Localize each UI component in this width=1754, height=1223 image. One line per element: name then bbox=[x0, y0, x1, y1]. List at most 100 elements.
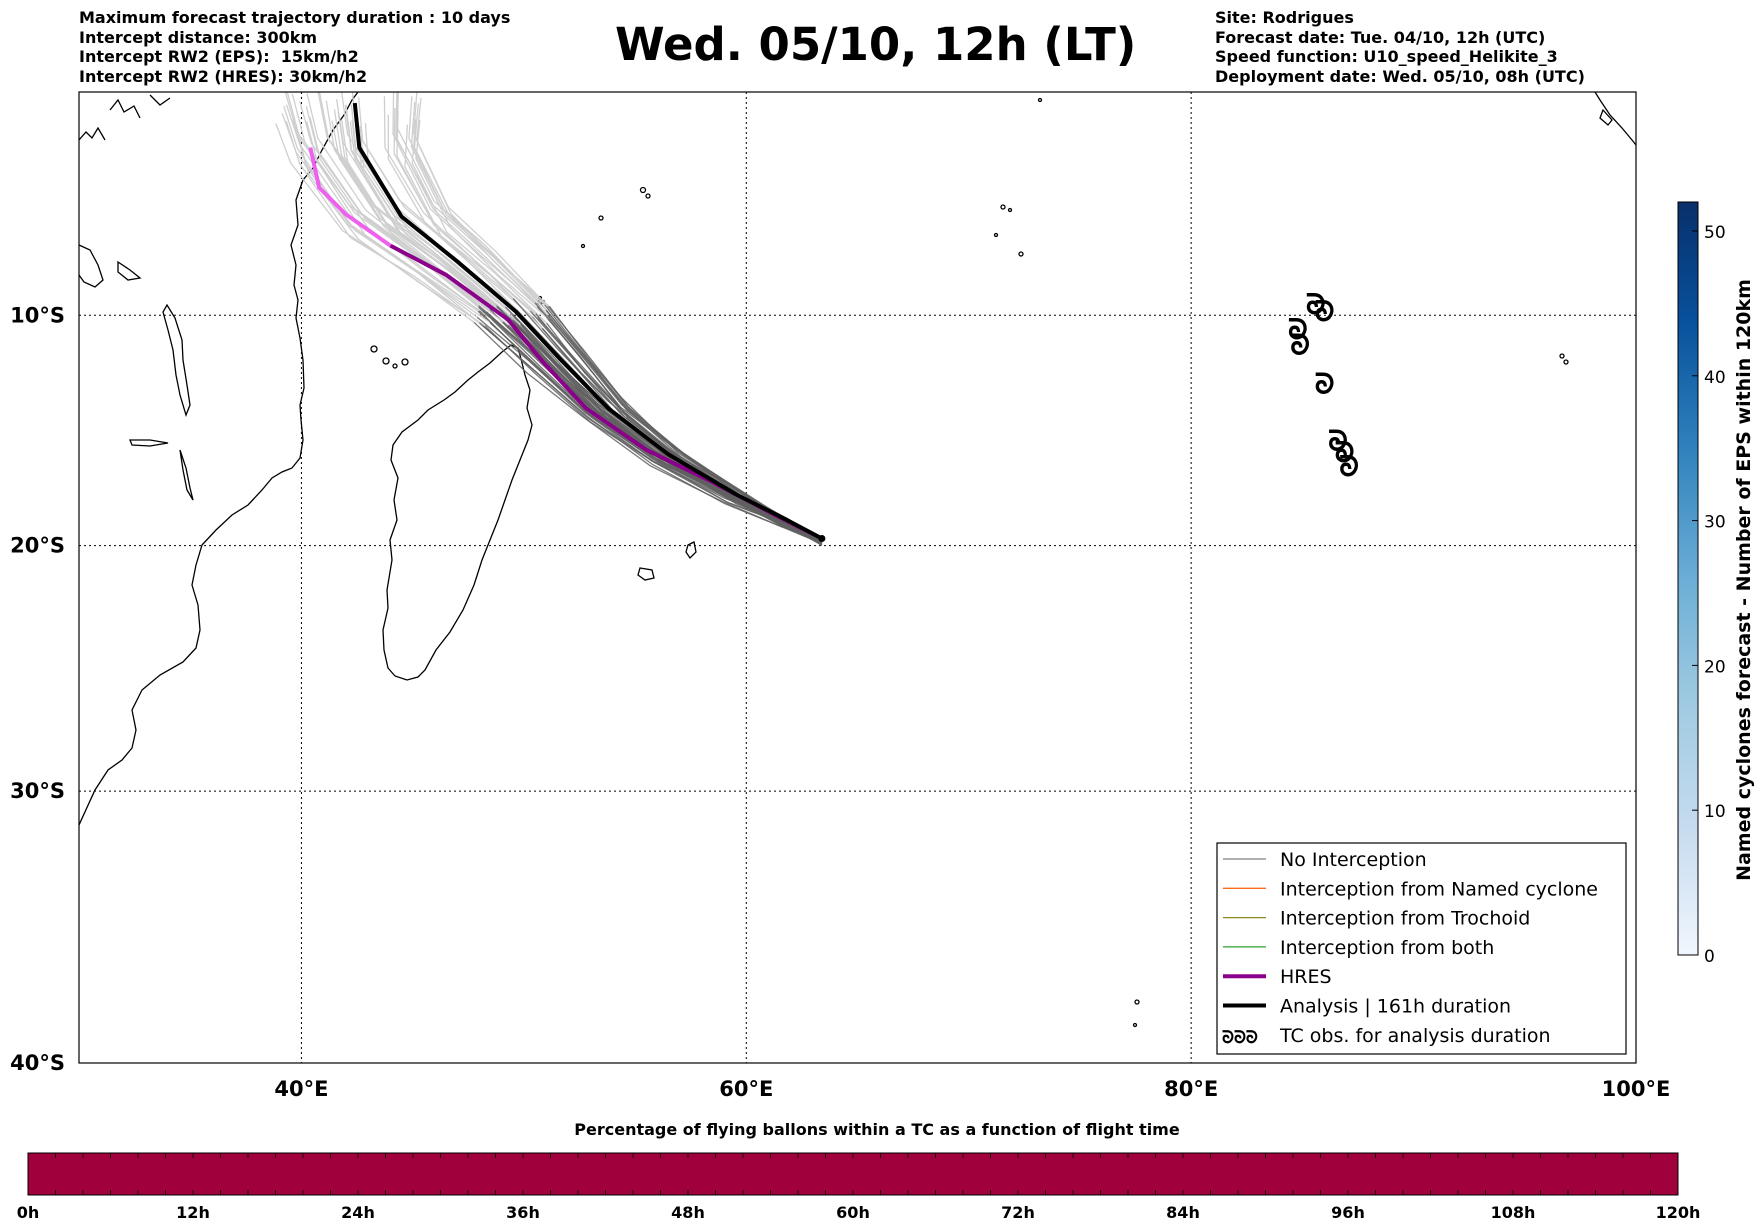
map-frame bbox=[78, 91, 1637, 1064]
colorbar-label: Named cyclones forecast - Number of EPS … bbox=[1733, 279, 1754, 881]
colorbar-tick-label: 30 bbox=[1704, 513, 1726, 533]
legend: No Interception Interception from Named c… bbox=[1216, 842, 1627, 1055]
eps-trajectory bbox=[519, 324, 823, 542]
time-colorbar-title: Percentage of flying ballons within a TC… bbox=[574, 1120, 1180, 1139]
eps-trajectory bbox=[502, 321, 823, 544]
eps-trajectory-late bbox=[351, 119, 514, 325]
colorbar-tick-label: 0 bbox=[1704, 947, 1715, 967]
madagascar-coastline bbox=[382, 344, 533, 681]
lat-tick-label: 30°S bbox=[10, 779, 65, 803]
eps-trajectory-late bbox=[318, 92, 498, 307]
eps-trajectory-late bbox=[331, 120, 504, 323]
legend-label: Analysis | 161h duration bbox=[1280, 996, 1511, 1018]
reunion bbox=[637, 567, 655, 581]
hres-trajectory-late bbox=[308, 147, 392, 248]
africa-coastline bbox=[79, 92, 359, 826]
lat-tick-label: 10°S bbox=[10, 303, 65, 327]
eps-trajectory-late bbox=[285, 121, 480, 324]
param-line: Intercept distance: 300km bbox=[79, 27, 318, 47]
speed-function-line: Speed function: U10_speed_Helikite_3 bbox=[1215, 47, 1558, 66]
tc-observation-symbol: ᘐ bbox=[1315, 295, 1335, 328]
tc-observation-symbol: ᘐ bbox=[1306, 288, 1326, 321]
deployment-date-line: Deployment date: Wed. 05/10, 08h (UTC) bbox=[1215, 66, 1585, 86]
eps-trajectory-late bbox=[396, 92, 539, 301]
legend-label: HRES bbox=[1280, 966, 1332, 988]
eps-trajectory bbox=[515, 322, 823, 541]
param-line: Intercept RW2 (HRES): 30km/h2 bbox=[79, 66, 368, 86]
eps-trajectory bbox=[509, 316, 823, 540]
lon-tick-label: 60°E bbox=[719, 1077, 773, 1101]
eps-trajectory-late bbox=[350, 104, 514, 316]
tc-observation-symbol: ᘐ bbox=[1335, 436, 1355, 469]
param-line: Intercept RW2 (EPS): 15km/h2 bbox=[79, 47, 359, 66]
axis-labels: 40°E 60°E 80°E 100°E 10°S 20°S 30°S 40°S bbox=[10, 303, 1670, 1101]
eps-trajectory-late bbox=[392, 92, 536, 304]
tc-observation-symbol: ᘐ bbox=[1290, 329, 1310, 362]
eps-trajectory bbox=[505, 306, 823, 545]
gridlines bbox=[79, 92, 1636, 1063]
legend-tc-symbols: ᘐᘐᘐ bbox=[1222, 1028, 1258, 1048]
colorbar-tick-label: 20 bbox=[1704, 657, 1726, 677]
eps-trajectory bbox=[534, 302, 823, 543]
colorbar-tick-label: 10 bbox=[1704, 802, 1726, 822]
lon-tick-label: 80°E bbox=[1164, 1077, 1218, 1101]
eps-trajectory-late bbox=[364, 122, 521, 325]
eps-trajectory-late bbox=[305, 120, 491, 324]
tc-observation-symbol: ᘐ bbox=[1315, 367, 1335, 400]
eps-trajectory-late bbox=[357, 97, 518, 311]
eps-trajectory-late bbox=[395, 93, 538, 308]
eps-trajectory bbox=[547, 314, 823, 544]
lake-tanganyika bbox=[162, 303, 191, 417]
eps-trajectory-late bbox=[286, 92, 480, 307]
eps-trajectory bbox=[537, 299, 823, 546]
legend-label: No Interception bbox=[1280, 849, 1427, 871]
map-title: Wed. 05/10, 12h (LT) bbox=[615, 18, 1137, 71]
eps-trajectory-late bbox=[291, 93, 483, 311]
tc-observation-symbol: ᘐ bbox=[1328, 425, 1348, 458]
forecast-date-line: Forecast date: Tue. 04/10, 12h (UTC) bbox=[1215, 27, 1546, 47]
eps-trajectory bbox=[541, 327, 823, 542]
lake-malawi bbox=[179, 449, 194, 501]
eps-trajectory bbox=[517, 325, 823, 545]
coastlines bbox=[79, 92, 1636, 1028]
main-trajectories bbox=[308, 102, 826, 542]
colorbar-tick-label: 40 bbox=[1704, 368, 1726, 388]
legend-label: TC obs. for analysis duration bbox=[1279, 1025, 1551, 1047]
eps-trajectory bbox=[478, 322, 823, 540]
forecast-parameters: Maximum forecast trajectory duration : 1… bbox=[79, 8, 510, 86]
named-cyclones-colorbar: Named cyclones forecast - Number of EPS … bbox=[1677, 201, 1754, 967]
eps-trajectory bbox=[512, 319, 823, 540]
lake-victoria bbox=[79, 244, 104, 288]
legend-box bbox=[1216, 842, 1627, 1055]
eps-trajectory bbox=[548, 318, 823, 540]
eps-trajectory bbox=[545, 309, 823, 541]
eps-trajectory bbox=[536, 306, 823, 544]
eps-trajectory bbox=[544, 304, 823, 544]
eps-trajectory bbox=[536, 302, 823, 541]
colorbar-gradient bbox=[1677, 201, 1699, 956]
legend-label: Interception from Trochoid bbox=[1280, 908, 1530, 930]
eps-trajectory bbox=[512, 297, 823, 540]
eps-trajectory-late bbox=[410, 101, 547, 311]
eps-trajectory-late bbox=[283, 105, 479, 312]
lat-tick-label: 40°S bbox=[10, 1051, 65, 1075]
tc-observation-symbol: ᘐ bbox=[1339, 450, 1359, 483]
param-line: Maximum forecast trajectory duration : 1… bbox=[79, 8, 511, 27]
lon-tick-label: 40°E bbox=[274, 1077, 328, 1101]
legend-label: Interception from Named cyclone bbox=[1280, 878, 1598, 900]
site-info: Site: Rodrigues Forecast date: Tue. 04/10… bbox=[1215, 8, 1585, 86]
colorbar-tick-label: 50 bbox=[1704, 223, 1726, 243]
analysis-trajectory bbox=[352, 102, 823, 541]
eps-trajectory-late bbox=[296, 129, 486, 327]
lat-tick-label: 20°S bbox=[10, 534, 65, 558]
eps-trajectories bbox=[275, 92, 823, 547]
deployment-site-marker bbox=[818, 534, 826, 542]
legend-label: Interception from both bbox=[1280, 937, 1494, 959]
eps-trajectory bbox=[546, 305, 823, 542]
site-line: Site: Rodrigues bbox=[1215, 8, 1354, 27]
tc-observation-symbol: ᘐ bbox=[1288, 313, 1308, 346]
eps-trajectory-late bbox=[292, 119, 484, 327]
mauritius bbox=[685, 541, 697, 560]
